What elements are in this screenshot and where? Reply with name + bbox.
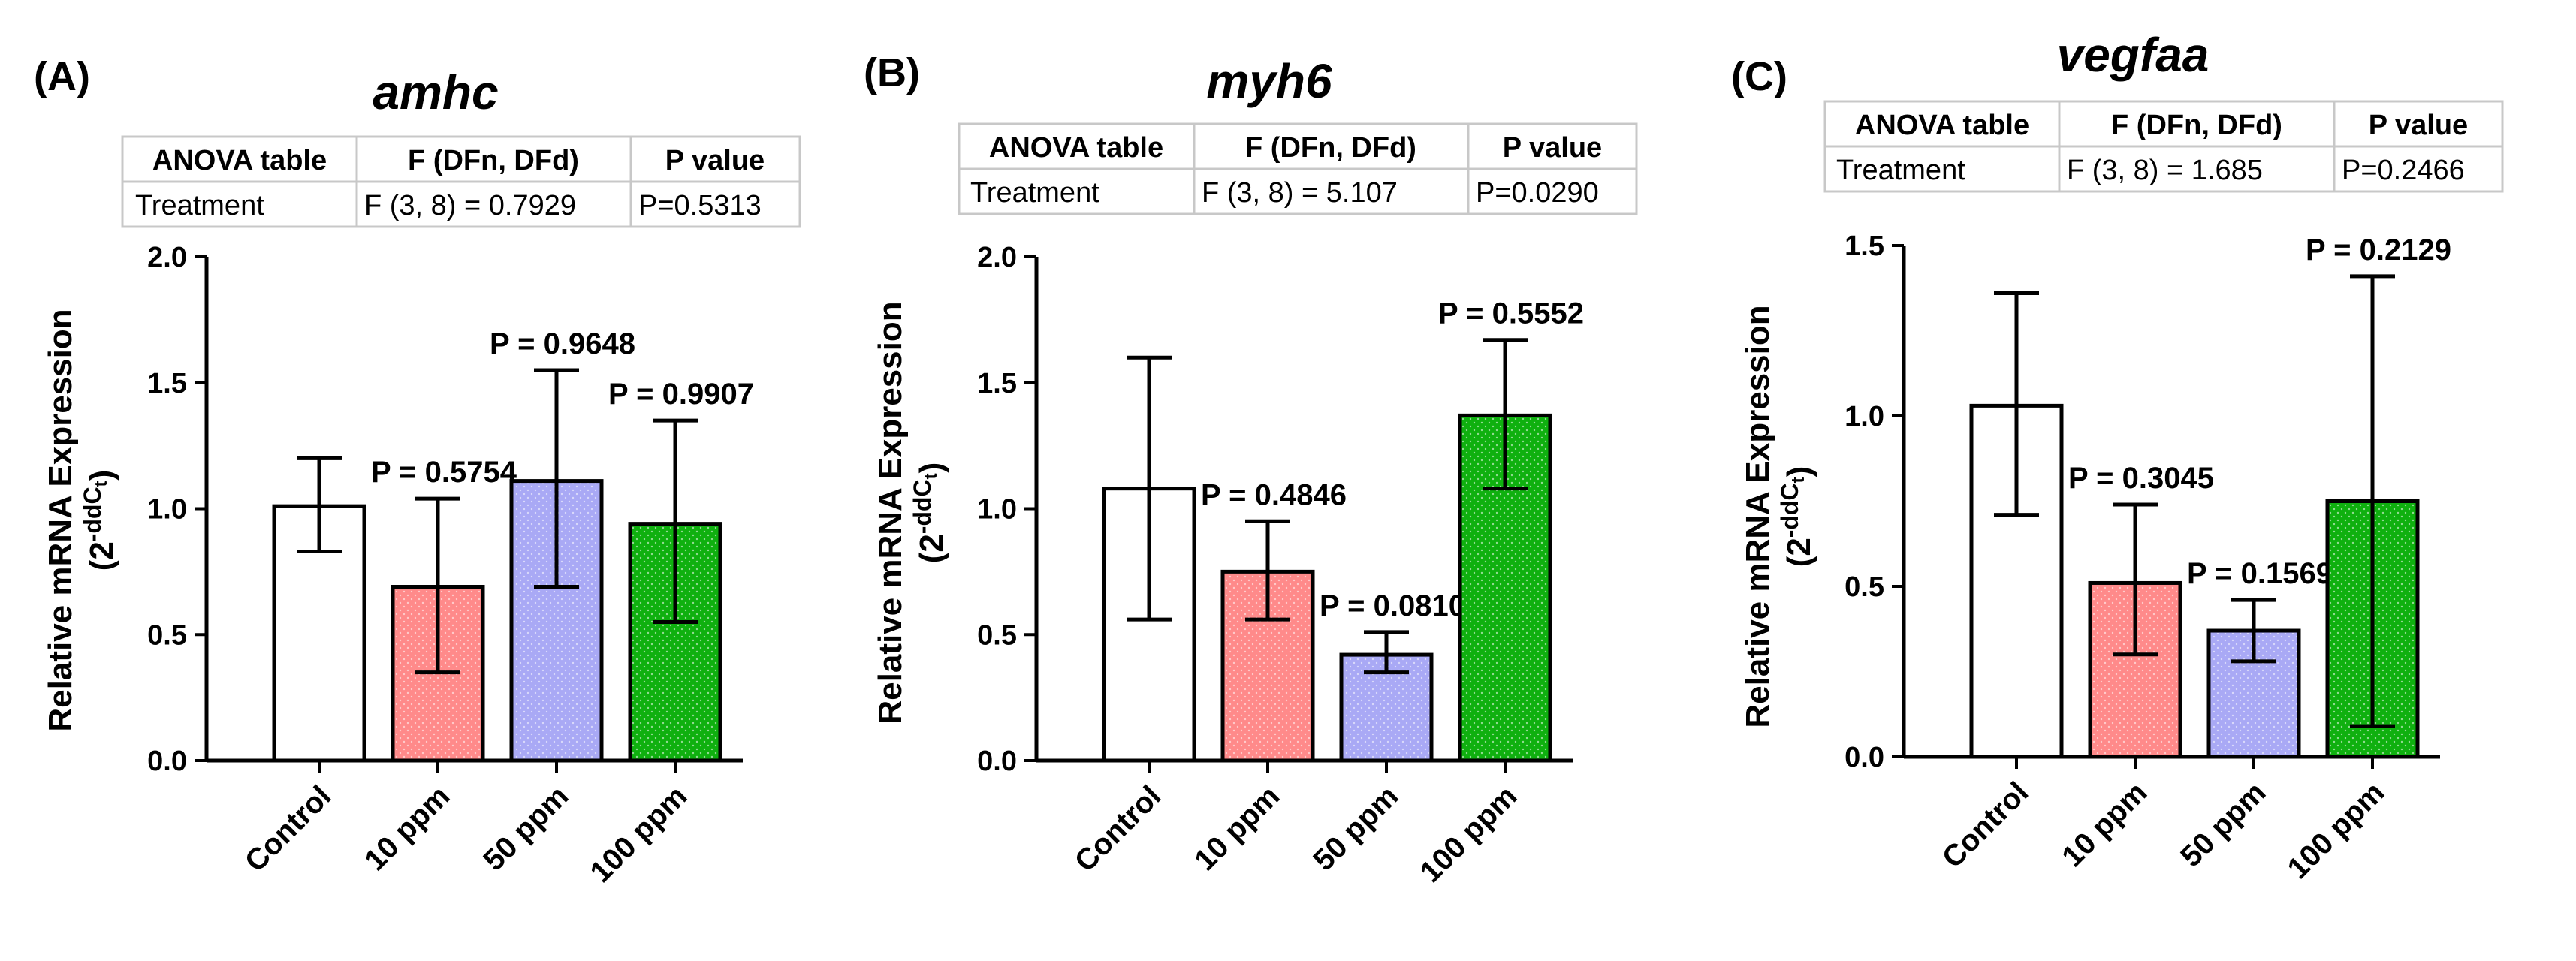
y-tick-label: 1.5 [1845, 230, 1884, 262]
y-tick-label: 0.0 [977, 746, 1017, 777]
chart-title: myh6 [1206, 54, 1332, 108]
x-tick-label: Control [1069, 779, 1168, 878]
x-tick-label: 10 ppm [358, 779, 456, 877]
x-tick-label: 50 ppm [1307, 779, 1404, 877]
p-value-label: P = 0.9648 [490, 327, 635, 360]
y-unit-sup: -ddC [909, 479, 936, 534]
y-tick-label: 1.5 [977, 368, 1017, 399]
y-tick-label: 0.5 [147, 619, 187, 651]
y-axis-label: Relative mRNA Expression [1739, 305, 1776, 728]
x-tick-label: 100 ppm [2281, 776, 2390, 885]
table-header: P value [2369, 110, 2468, 141]
y-tick-label: 1.0 [977, 494, 1017, 526]
y-tick-label: 0.0 [1845, 742, 1884, 773]
y-tick-label: 1.5 [147, 368, 187, 399]
table-cell: P=0.5313 [638, 190, 762, 221]
table-header: F (DFn, DFd) [408, 145, 579, 176]
y-unit-base: (2 [1781, 538, 1817, 567]
plot-area: 0.0 0.5 1.0 1.5 Control 10 ppm P = 0.3045 50 pp… [1845, 230, 2451, 885]
panel-c: (C) vegfaa ANOVA table F (DFn, DFd) P va… [1731, 28, 2504, 885]
y-unit-subscript: t [91, 480, 111, 487]
y-tick-label: 2.0 [147, 242, 187, 273]
table-header: P value [665, 145, 765, 176]
table-cell: F (3, 8) = 5.107 [1202, 177, 1398, 209]
table-header: ANOVA table [989, 132, 1163, 164]
y-axis-label: Relative mRNA Expression [42, 309, 79, 731]
y-unit-base: (2 [913, 534, 950, 563]
y-axis-label: Relative mRNA Expression [872, 301, 909, 724]
y-unit-subscript: t [921, 473, 941, 479]
x-tick-label: Control [239, 779, 338, 878]
p-value-label: P = 0.5552 [1438, 297, 1584, 330]
y-axis-unit: (2-ddCt) [1776, 466, 1817, 568]
y-tick-label: 1.0 [1845, 401, 1884, 432]
anova-table: ANOVA table F (DFn, DFd) P value Treatme… [958, 122, 1638, 215]
table-header: ANOVA table [1855, 110, 2029, 141]
anova-table: ANOVA table F (DFn, DFd) P value Treatme… [1823, 100, 2504, 193]
p-value-label: P = 0.4846 [1201, 478, 1347, 511]
p-value-label: P = 0.3045 [2068, 462, 2214, 495]
table-cell: Treatment [1836, 155, 1965, 186]
x-tick-label: 100 ppm [1413, 779, 1523, 889]
plot-area: 0.0 0.5 1.0 1.5 2.0 Control 10 ppm P = 0.4846 50… [977, 242, 1584, 889]
y-unit-sup: -ddC [79, 487, 106, 541]
y-axis-unit: (2-ddCt) [909, 462, 950, 564]
x-tick-label: 100 ppm [584, 779, 693, 889]
table-cell: P=0.0290 [1476, 177, 1599, 209]
p-value-label: P = 0.1569 [2187, 557, 2333, 590]
table-header: F (DFn, DFd) [2111, 110, 2282, 141]
y-tick-label: 0.5 [977, 619, 1017, 651]
p-value-label: P = 0.2129 [2306, 233, 2451, 267]
y-unit-subscript: t [1788, 477, 1808, 483]
x-tick-label: 50 ppm [477, 779, 575, 877]
x-tick-label: Control [1936, 776, 2035, 875]
panel-a: (A) amhc ANOVA table F (DFn, DFd) P valu… [34, 54, 801, 889]
panel-letter: (C) [1731, 54, 1787, 99]
table-header: ANOVA table [152, 145, 327, 176]
y-unit-close: ) [913, 462, 950, 474]
table-cell: Treatment [135, 190, 264, 221]
y-unit-base: (2 [83, 541, 120, 571]
chart-title: amhc [373, 65, 498, 119]
y-tick-label: 1.0 [147, 494, 187, 526]
x-tick-label: 50 ppm [2174, 776, 2272, 873]
table-cell: P=0.2466 [2342, 155, 2465, 186]
table-cell: F (3, 8) = 0.7929 [364, 190, 576, 221]
anova-table: ANOVA table F (DFn, DFd) P value Treatme… [121, 135, 801, 228]
y-unit-sup: -ddC [1776, 483, 1803, 538]
panel-letter: (A) [34, 54, 90, 99]
x-tick-label: 10 ppm [1188, 779, 1286, 877]
p-value-label: P = 0.0810 [1320, 589, 1465, 622]
p-value-label: P = 0.9907 [608, 378, 754, 411]
table-cell: Treatment [970, 177, 1099, 209]
y-tick-label: 0.5 [1845, 571, 1884, 603]
table-cell: F (3, 8) = 1.685 [2067, 155, 2263, 186]
table-header: P value [1503, 132, 1602, 164]
y-tick-label: 2.0 [977, 242, 1017, 273]
y-axis-unit: (2-ddCt) [79, 470, 120, 571]
plot-area: 0.0 0.5 1.0 1.5 2.0 Control 10 ppm P = 0.5754 50… [147, 242, 754, 889]
y-unit-close: ) [1781, 466, 1817, 477]
y-tick-label: 0.0 [147, 746, 187, 777]
panel-letter: (B) [864, 50, 920, 95]
chart-title: vegfaa [2057, 28, 2210, 82]
y-unit-close: ) [83, 470, 120, 481]
table-header: F (DFn, DFd) [1245, 132, 1416, 164]
panel-b: (B) myh6 ANOVA table F (DFn, DFd) P valu… [864, 50, 1638, 889]
x-tick-label: 10 ppm [2056, 776, 2153, 873]
p-value-label: P = 0.5754 [371, 456, 517, 489]
